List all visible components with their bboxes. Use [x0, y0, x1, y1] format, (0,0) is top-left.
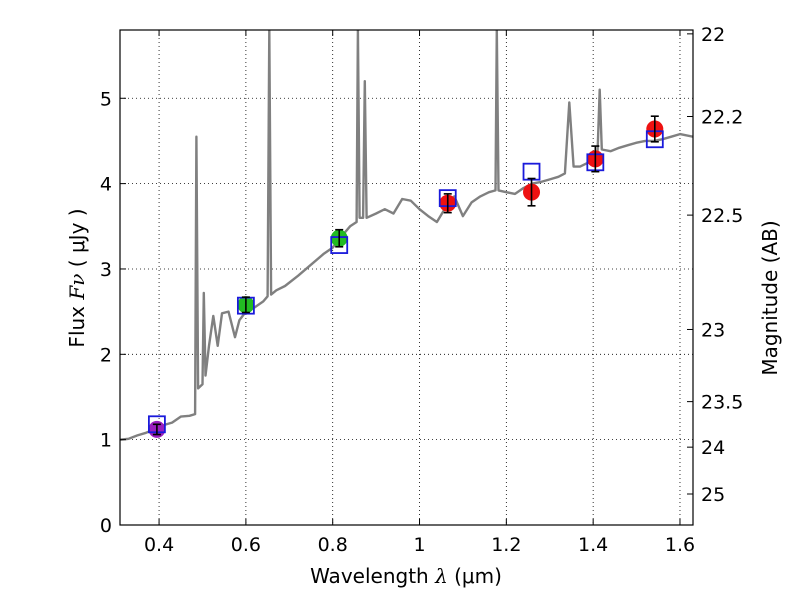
y2-tick-label: 22	[701, 24, 725, 46]
plot-frame	[119, 29, 694, 526]
x-tick-label: 0.8	[318, 534, 348, 556]
x-axis-label: Wavelength λ (μm)	[310, 564, 502, 588]
x-tick-label: 1.6	[665, 534, 695, 556]
y2-tick-label: 23.5	[701, 392, 743, 414]
y-tick-label: 4	[100, 174, 112, 196]
spectrum-line	[120, 30, 693, 441]
x-axis-ticks: 0.4 0.6 0.8 1 1.2 1.4 1.6	[144, 30, 695, 556]
model-square	[522, 162, 541, 181]
y-axis-label: Flux Fν ( μJy )	[65, 208, 89, 347]
y2-tick-label: 24	[701, 437, 725, 459]
y-tick-label: 0	[100, 515, 112, 537]
y2-axis-ticks: 22 22.2 22.5 23 23.5 24 25	[687, 24, 743, 506]
y-axis-ticks: 0 1 2 3 4 5	[100, 88, 126, 537]
grid-lines	[120, 30, 693, 526]
y-tick-label: 3	[100, 259, 112, 281]
model-photometry-squares	[147, 130, 664, 434]
y-tick-label: 2	[100, 344, 112, 366]
y2-tick-label: 25	[701, 484, 725, 506]
model-spectrum	[120, 30, 693, 441]
y-tick-label: 5	[100, 88, 112, 110]
error-bars	[152, 115, 659, 436]
y2-tick-label: 23	[701, 319, 725, 341]
x-tick-label: 0.6	[231, 534, 261, 556]
x-tick-label: 1	[413, 534, 425, 556]
x-tick-label: 0.4	[144, 534, 174, 556]
y2-tick-label: 22.5	[701, 205, 743, 227]
x-tick-label: 1.4	[578, 534, 608, 556]
y2-tick-label: 22.2	[701, 106, 743, 128]
y-tick-label: 1	[100, 430, 112, 452]
x-tick-label: 1.2	[491, 534, 521, 556]
observed-points	[148, 120, 664, 438]
y2-axis-label: Magnitude (AB)	[758, 220, 782, 375]
